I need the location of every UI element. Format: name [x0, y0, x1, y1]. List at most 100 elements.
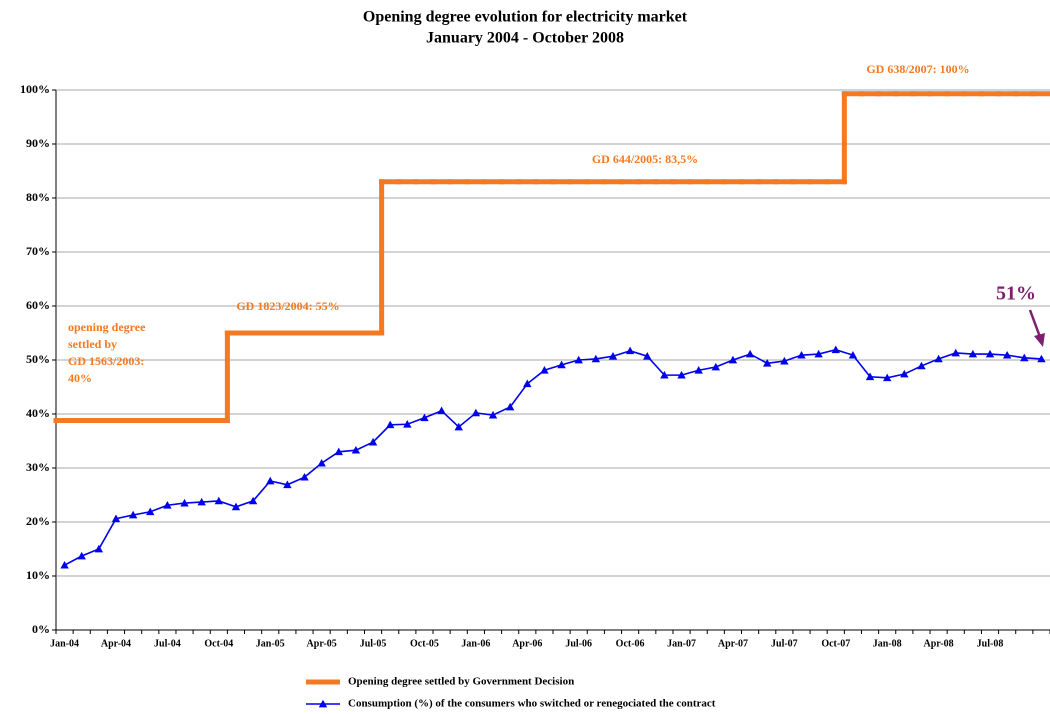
point-marker [694, 366, 703, 374]
point-marker [420, 413, 429, 422]
point-marker [111, 514, 121, 523]
point-marker [900, 369, 909, 378]
x-tick-label: Oct-06 [616, 638, 645, 649]
point-marker [574, 355, 583, 364]
point-marker [831, 345, 840, 354]
y-tick-label: 30% [26, 460, 50, 474]
point-marker [780, 356, 789, 365]
legend-marker [318, 699, 328, 708]
point-marker [283, 480, 292, 489]
point-marker [505, 402, 515, 411]
annotation: 51% [996, 283, 1036, 305]
chart-title: Opening degree evolution for electricity… [363, 9, 688, 26]
point-marker [1037, 354, 1046, 363]
series-line [64, 348, 1042, 566]
y-tick-label: 10% [26, 568, 50, 582]
point-marker [814, 349, 823, 358]
point-marker [128, 510, 138, 519]
annotation: 40% [68, 371, 92, 385]
point-marker [591, 354, 601, 363]
point-marker [403, 420, 412, 428]
point-marker [266, 476, 275, 485]
point-marker [540, 366, 549, 374]
annotation: GD 638/2007: 100% [866, 62, 969, 76]
x-tick-label: Oct-04 [204, 638, 233, 649]
x-tick-label: Apr-04 [101, 638, 131, 649]
annotation: opening degree [68, 320, 146, 334]
x-tick-label: Jan-05 [256, 638, 285, 649]
point-marker [523, 379, 532, 388]
x-tick-label: Jul-06 [565, 638, 592, 649]
point-marker [882, 373, 892, 382]
y-tick-label: 60% [26, 298, 50, 312]
point-marker [763, 359, 772, 367]
point-marker [643, 352, 652, 360]
point-marker [351, 445, 361, 454]
y-tick-label: 100% [20, 82, 50, 96]
point-marker [214, 496, 224, 505]
x-tick-label: Jul-05 [360, 638, 387, 649]
legend-label: Consumption (%) of the consumers who swi… [348, 698, 716, 710]
chart-subtitle: January 2004 - October 2008 [426, 30, 624, 47]
x-tick-label: Jan-08 [873, 638, 902, 649]
point-marker [745, 349, 755, 358]
point-marker [94, 544, 104, 553]
annotation: GD 1823/2004: 55% [236, 299, 339, 313]
annotation: GD 1563/2003: [68, 354, 144, 368]
point-marker [488, 410, 498, 419]
point-marker [300, 472, 309, 481]
point-marker [231, 502, 241, 511]
x-tick-label: Jan-06 [461, 638, 490, 649]
y-tick-label: 50% [26, 352, 50, 366]
point-marker [454, 422, 463, 431]
annotation: GD 644/2005: 83,5% [592, 152, 698, 166]
point-marker [334, 447, 343, 456]
point-marker [917, 361, 926, 370]
point-marker [728, 355, 738, 364]
point-marker [677, 370, 686, 379]
annotation: settled by [68, 337, 117, 351]
point-marker [180, 498, 189, 507]
point-marker [951, 348, 960, 357]
point-marker [848, 350, 858, 359]
point-marker [317, 458, 326, 467]
point-marker [163, 501, 172, 509]
point-marker [385, 420, 395, 429]
point-marker [625, 346, 635, 355]
point-marker [248, 496, 258, 505]
point-marker [934, 354, 943, 363]
x-tick-label: Apr-08 [924, 638, 954, 649]
y-tick-label: 40% [26, 406, 50, 420]
y-tick-label: 70% [26, 244, 50, 258]
x-tick-label: Oct-05 [410, 638, 439, 649]
point-marker [146, 507, 155, 516]
point-marker [711, 362, 721, 371]
point-marker [968, 349, 978, 358]
legend-label: Opening degree settled by Government Dec… [348, 676, 574, 688]
point-marker [1002, 350, 1012, 359]
x-tick-label: Jul-04 [154, 638, 181, 649]
y-tick-label: 0% [32, 622, 50, 636]
annotation-arrow [1028, 309, 1042, 338]
annotation-arrowhead [1034, 333, 1045, 347]
point-marker [985, 349, 995, 358]
point-marker [608, 352, 618, 360]
x-tick-label: Apr-06 [512, 638, 542, 649]
point-marker [1020, 353, 1029, 362]
x-tick-label: Jan-04 [50, 638, 79, 649]
point-marker [557, 360, 566, 369]
point-marker [368, 437, 378, 446]
point-marker [660, 370, 669, 379]
x-tick-label: Jan-07 [667, 638, 696, 649]
y-tick-label: 20% [26, 514, 50, 528]
point-marker [437, 406, 446, 415]
x-tick-label: Apr-05 [307, 638, 337, 649]
x-tick-label: Jul-07 [771, 638, 798, 649]
y-tick-label: 80% [26, 190, 50, 204]
x-tick-label: Apr-07 [718, 638, 748, 649]
point-marker [77, 551, 86, 560]
point-marker [197, 497, 206, 506]
point-marker [865, 372, 875, 381]
y-tick-label: 90% [26, 136, 50, 150]
